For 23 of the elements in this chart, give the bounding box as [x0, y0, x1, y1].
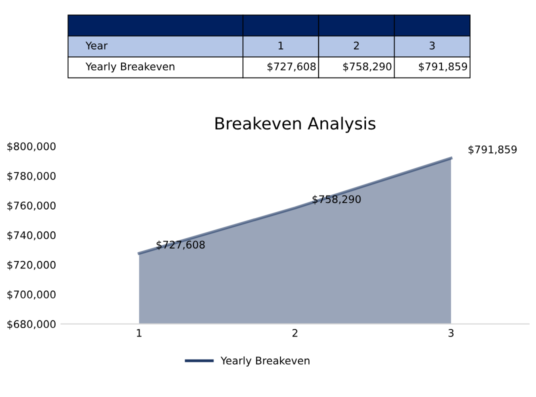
text: Yearly Breakeven	[86, 62, 174, 72]
category-label: 2	[354, 42, 359, 50]
chart-title: Breakeven Analysis	[216, 116, 376, 133]
category-label: 1	[278, 42, 284, 50]
x-tick-label: 3	[448, 328, 454, 337]
text: $758,290	[343, 62, 392, 72]
category-label: 3	[430, 42, 435, 50]
x-tick-label: 1	[136, 329, 142, 337]
y-tick-label: $740,000	[7, 231, 56, 241]
y-tick-label: $720,000	[7, 260, 56, 270]
data-label: $727,608	[156, 240, 205, 250]
text: Year	[86, 42, 108, 50]
y-tick-label: $780,000	[7, 172, 56, 182]
data-label: $791,859	[468, 145, 517, 155]
data-label: $758,290	[312, 195, 361, 205]
y-tick-label: $680,000	[7, 320, 56, 330]
text: $791,859	[418, 62, 468, 72]
x-tick-label: 2	[292, 328, 298, 337]
legend-label: Yearly Breakeven	[220, 356, 310, 367]
y-tick-label: $700,000	[7, 290, 56, 300]
y-tick-label: $800,000	[7, 142, 56, 152]
y-tick-label: $760,000	[7, 201, 56, 211]
text: $727,608	[268, 62, 316, 72]
